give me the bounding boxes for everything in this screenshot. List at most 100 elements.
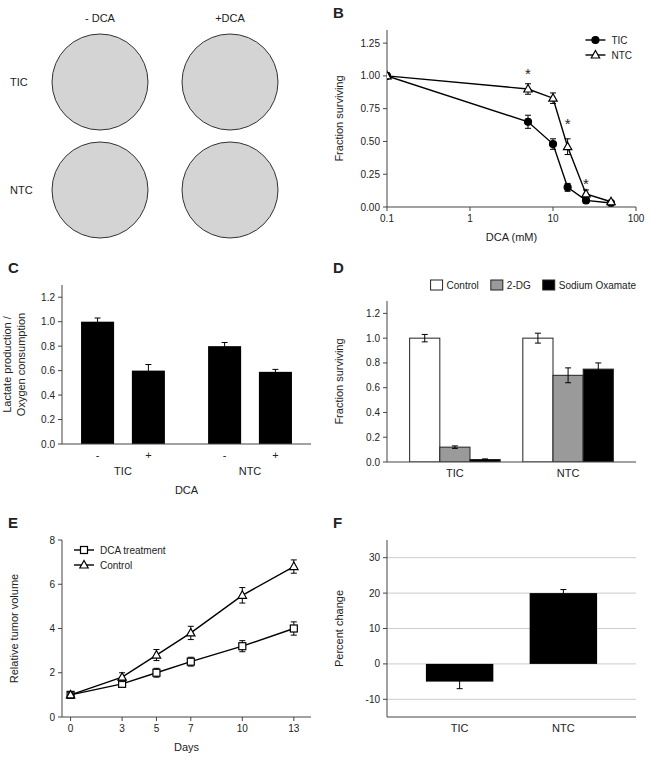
x-tick [122, 717, 123, 721]
series-line [387, 76, 611, 202]
x-tick-label: 10 [547, 213, 559, 224]
y-tick [58, 628, 62, 629]
bar [583, 369, 613, 462]
series-line [71, 567, 294, 695]
y-tick [383, 75, 387, 76]
plot-area [426, 590, 597, 689]
x-tick-label: NTC [552, 722, 575, 734]
plot-area [66, 560, 298, 698]
y-tick [383, 462, 387, 463]
error-bar [145, 365, 151, 377]
error-bar [153, 668, 159, 677]
legend-item: NTC [585, 50, 632, 61]
error-bar [565, 368, 571, 383]
data-point [549, 94, 557, 102]
legend-item: Sodium Oxamate [543, 280, 637, 291]
panel: D0.00.20.40.60.81.01.2Fraction surviving… [333, 259, 636, 479]
x-tick-label: 10 [237, 723, 249, 734]
y-tick [58, 321, 62, 322]
error-bar [95, 318, 101, 325]
y-tick-label: 1.0 [41, 316, 55, 327]
y-tick-label: 2 [49, 667, 55, 678]
image-placeholder [182, 34, 278, 130]
legend-item: DCA treatment [74, 545, 166, 556]
x-axis-label: DCA (mM) [486, 231, 537, 243]
y-tick [58, 584, 62, 585]
error-bar [457, 675, 463, 689]
x-tick-label: + [272, 449, 278, 461]
series-line [387, 76, 611, 203]
y-tick [383, 43, 387, 44]
error-bar [525, 115, 531, 128]
x-tick-label: 100 [628, 213, 645, 224]
x-tick [156, 717, 157, 721]
data-point [525, 118, 532, 125]
y-tick-label: 0.2 [41, 414, 55, 425]
x-tick-label: 7 [188, 723, 194, 734]
y-tick [58, 540, 62, 541]
y-tick-label: 20 [369, 588, 381, 599]
y-tick [383, 207, 387, 208]
group-label: TIC [114, 465, 132, 477]
grid-line [387, 699, 636, 700]
annotation: * [525, 65, 531, 82]
x-tick-label: 1 [467, 213, 473, 224]
row-label: TIC [10, 76, 28, 88]
y-tick [58, 346, 62, 347]
y-tick-label: 0.0 [41, 439, 55, 450]
x-axis-line [387, 462, 636, 463]
panel: C0.00.20.40.60.81.01.2Lactate production… [1, 259, 311, 496]
error-bar [239, 641, 245, 652]
data-point [524, 85, 532, 93]
y-tick-label: 0.00 [361, 202, 381, 213]
x-tick-label: TIC [446, 467, 464, 479]
data-point [290, 625, 297, 632]
data-point [387, 72, 391, 79]
x-tick-label: + [145, 449, 151, 461]
y-tick-label: 1.25 [361, 38, 381, 49]
annotation: * [583, 175, 589, 192]
data-point [290, 562, 298, 570]
data-point [153, 669, 160, 676]
error-bar [291, 622, 297, 635]
x-axis-line [62, 444, 311, 445]
x-tick-label: 13 [288, 723, 300, 734]
data-point [387, 71, 391, 79]
y-tick [383, 174, 387, 175]
y-tick [58, 672, 62, 673]
y-tick-label: -10 [366, 694, 381, 705]
bar [530, 593, 597, 664]
y-tick [58, 370, 62, 371]
legend-marker [80, 561, 88, 569]
column-label: +DCA [215, 12, 245, 24]
y-axis-line [387, 30, 388, 207]
legend-marker [592, 37, 599, 44]
group-label: NTC [239, 465, 262, 477]
y-tick [58, 419, 62, 420]
y-tick [383, 362, 387, 363]
y-tick-label: 0.2 [366, 432, 380, 443]
y-tick [58, 717, 62, 718]
y-tick-label: 0.8 [366, 357, 380, 368]
x-tick-label: - [223, 449, 227, 461]
y-tick [383, 141, 387, 142]
x-tick [470, 207, 471, 211]
y-tick [383, 338, 387, 339]
bar [208, 346, 241, 444]
y-axis-label-line: Relative tumor volume [8, 574, 20, 683]
y-tick-label: 8 [49, 535, 55, 546]
y-axis-label: Fraction surviving [333, 338, 345, 424]
x-tick-label: 3 [119, 723, 125, 734]
y-tick [383, 387, 387, 388]
legend: TICNTC [585, 35, 632, 61]
y-tick-label: 1.2 [366, 308, 380, 319]
bar [440, 447, 470, 462]
legend-item: 2-DG [491, 280, 531, 291]
bar [259, 372, 292, 444]
y-tick-label: 0.4 [366, 407, 380, 418]
y-tick [383, 412, 387, 413]
y-tick-label: 0.4 [41, 390, 55, 401]
error-bar [560, 590, 566, 597]
legend: DCA treatmentControl [74, 545, 166, 571]
legend-swatch [543, 280, 555, 290]
